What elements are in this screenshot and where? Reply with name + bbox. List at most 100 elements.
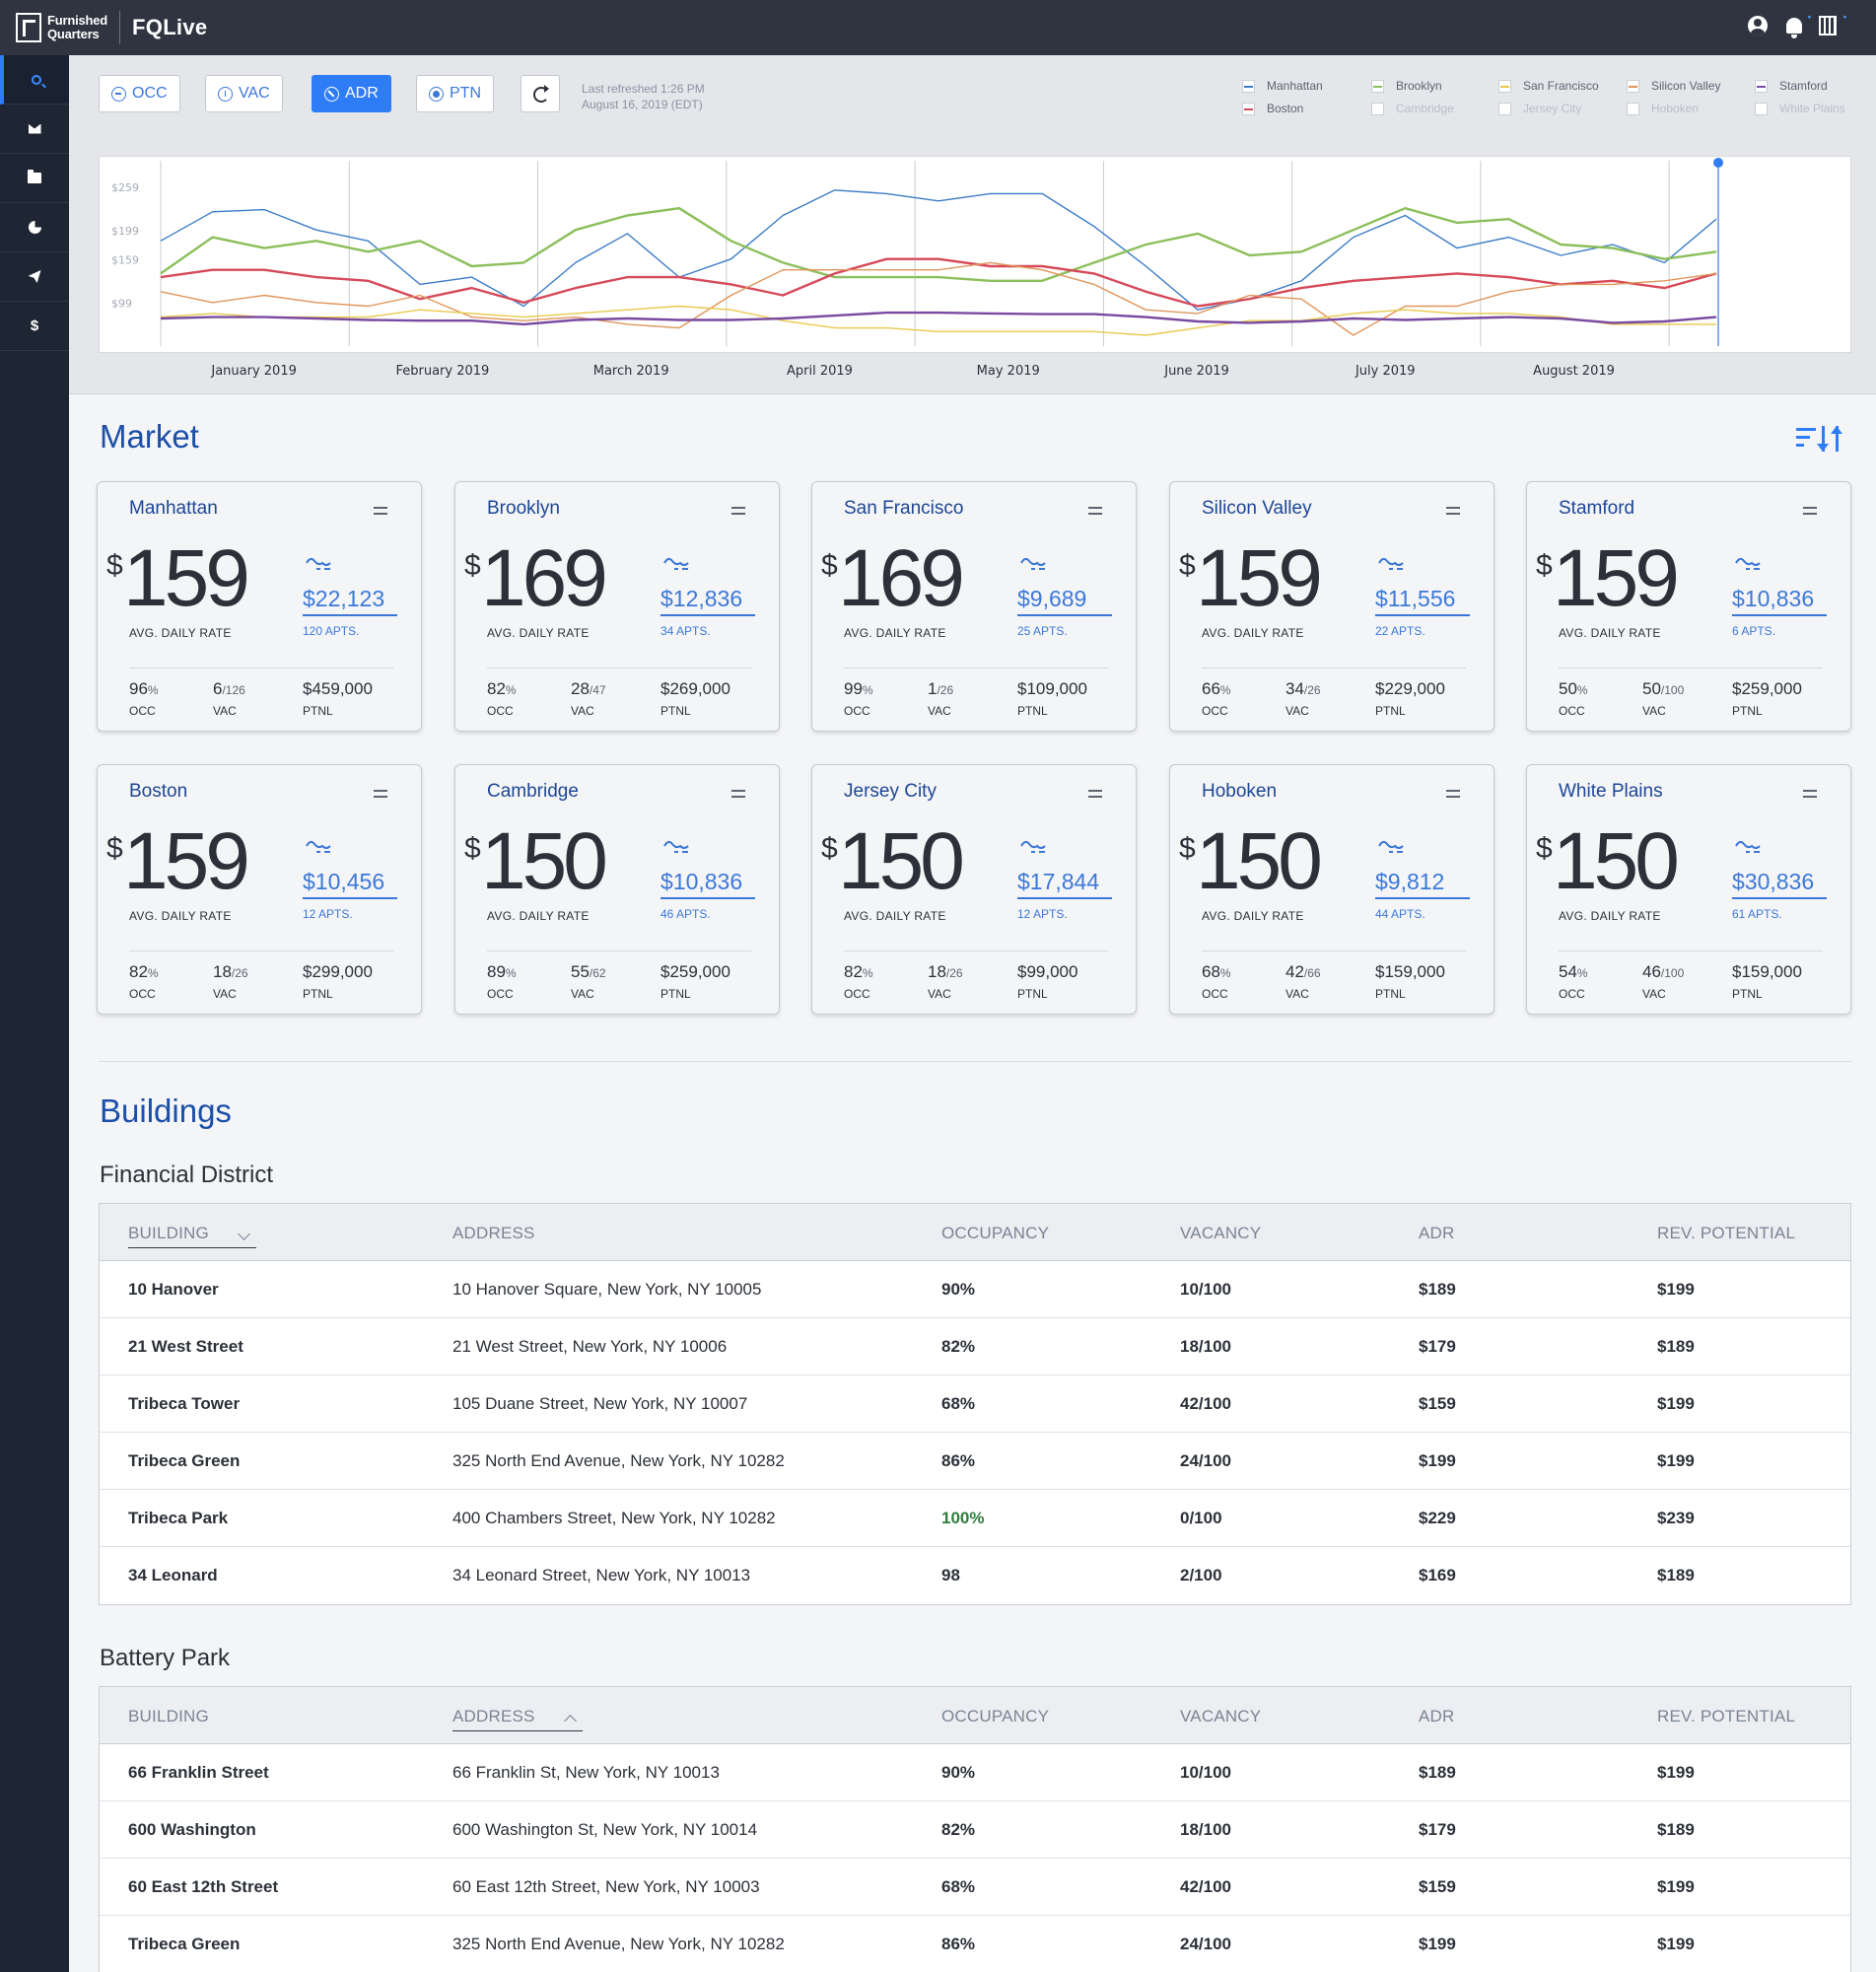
notifications-button[interactable]: • <box>1783 12 1811 38</box>
card-menu-icon[interactable] <box>1088 507 1102 515</box>
table-row[interactable]: Tribeca Green 325 North End Avenue, New Y… <box>100 1916 1850 1972</box>
apartment-count[interactable]: 44 APTS. <box>1375 907 1425 921</box>
legend-checkbox[interactable] <box>1242 80 1255 93</box>
apartment-count[interactable]: 120 APTS. <box>303 624 360 638</box>
market-card[interactable]: Brooklyn $169 AVG. DAILY RATE $12,836 34 APT… <box>454 481 780 732</box>
card-menu-icon[interactable] <box>1088 790 1102 798</box>
metric-toggle-adr[interactable]: ADR <box>312 75 391 112</box>
market-card[interactable]: Silicon Valley $159 AVG. DAILY RATE $11,556… <box>1169 481 1494 732</box>
apartment-count[interactable]: 12 APTS. <box>303 907 353 921</box>
account-button[interactable] <box>1748 16 1770 37</box>
column-header-address[interactable]: ADDRESS <box>452 1707 583 1731</box>
legend-item-san-francisco[interactable]: San Francisco <box>1498 75 1599 98</box>
legend-checkbox[interactable] <box>1498 80 1511 93</box>
card-menu-icon[interactable] <box>1803 790 1817 798</box>
card-menu-icon[interactable] <box>731 790 745 798</box>
sidebar-item-send[interactable] <box>0 252 69 302</box>
legend-checkbox[interactable] <box>1242 103 1255 115</box>
table-row[interactable]: Tribeca Park 400 Chambers Street, New Yor… <box>100 1490 1850 1547</box>
building-name[interactable]: Tribeca Green <box>128 1935 241 1953</box>
column-header-vacancy[interactable]: VACANCY <box>1180 1707 1262 1726</box>
legend-item-cambridge[interactable]: Cambridge <box>1371 98 1454 120</box>
metric-toggle-occ[interactable]: OCC <box>99 75 180 112</box>
table-row[interactable]: 66 Franklin Street 66 Franklin St, New Yo… <box>100 1744 1850 1801</box>
revenue-link[interactable]: $22,123 <box>303 586 397 616</box>
table-row[interactable]: 34 Leonard 34 Leonard Street, New York, N… <box>100 1547 1850 1604</box>
buildings-button[interactable]: • <box>1819 12 1846 37</box>
column-header-rev[interactable]: REV. POTENTIAL <box>1657 1707 1796 1726</box>
market-card[interactable]: Boston $159 AVG. DAILY RATE $10,456 12 APTS.… <box>97 764 422 1015</box>
table-row[interactable]: 21 West Street 21 West Street, New York, … <box>100 1318 1850 1375</box>
legend-checkbox[interactable] <box>1627 103 1639 115</box>
legend-item-brooklyn[interactable]: Brooklyn <box>1371 75 1454 98</box>
sort-filter-button[interactable] <box>1796 426 1843 452</box>
metric-toggle-vac[interactable]: VAC <box>205 75 283 112</box>
sidebar-item-files[interactable] <box>0 154 69 203</box>
legend-checkbox[interactable] <box>1498 103 1511 115</box>
legend-item-manhattan[interactable]: Manhattan <box>1242 75 1323 98</box>
building-name[interactable]: 34 Leonard <box>128 1566 218 1585</box>
column-header-occupancy[interactable]: OCCUPANCY <box>941 1707 1050 1726</box>
building-name[interactable]: 21 West Street <box>128 1337 243 1356</box>
legend-checkbox[interactable] <box>1755 80 1768 93</box>
legend-checkbox[interactable] <box>1627 80 1639 93</box>
apartment-count[interactable]: 12 APTS. <box>1017 907 1068 921</box>
apartment-count[interactable]: 46 APTS. <box>660 907 711 921</box>
building-name[interactable]: 66 Franklin Street <box>128 1763 269 1782</box>
building-name[interactable]: 60 East 12th Street <box>128 1877 279 1896</box>
revenue-link[interactable]: $30,836 <box>1732 869 1827 899</box>
market-card[interactable]: Jersey City $150 AVG. DAILY RATE $17,844 12 … <box>811 764 1137 1015</box>
market-card[interactable]: Cambridge $150 AVG. DAILY RATE $10,836 46 AP… <box>454 764 780 1015</box>
legend-item-hoboken[interactable]: Hoboken <box>1627 98 1720 120</box>
column-header-adr[interactable]: ADR <box>1419 1707 1455 1726</box>
table-row[interactable]: 60 East 12th Street 60 East 12th Street, … <box>100 1859 1850 1916</box>
table-row[interactable]: 10 Hanover 10 Hanover Square, New York, N… <box>100 1261 1850 1318</box>
apartment-count[interactable]: 25 APTS. <box>1017 624 1068 638</box>
building-name[interactable]: Tribeca Park <box>128 1509 229 1527</box>
apartment-count[interactable]: 6 APTS. <box>1732 624 1776 638</box>
column-header-adr[interactable]: ADR <box>1419 1224 1455 1242</box>
card-menu-icon[interactable] <box>374 790 387 798</box>
column-header-building[interactable]: BUILDING <box>128 1224 256 1248</box>
sidebar-item-billing[interactable]: $ <box>0 302 69 351</box>
legend-checkbox[interactable] <box>1371 103 1384 115</box>
revenue-link[interactable]: $12,836 <box>660 586 755 616</box>
legend-item-silicon-valley[interactable]: Silicon Valley <box>1627 75 1720 98</box>
revenue-link[interactable]: $17,844 <box>1017 869 1112 899</box>
building-name[interactable]: Tribeca Green <box>128 1451 241 1470</box>
column-header-rev[interactable]: REV. POTENTIAL <box>1657 1224 1796 1242</box>
card-menu-icon[interactable] <box>1803 507 1817 515</box>
market-card[interactable]: San Francisco $169 AVG. DAILY RATE $9,689 25… <box>811 481 1137 732</box>
revenue-link[interactable]: $10,836 <box>1732 586 1827 616</box>
column-header-occupancy[interactable]: OCCUPANCY <box>941 1224 1050 1242</box>
revenue-link[interactable]: $10,456 <box>303 869 397 899</box>
column-header-address[interactable]: ADDRESS <box>452 1224 535 1242</box>
revenue-link[interactable]: $9,812 <box>1375 869 1470 899</box>
refresh-button[interactable] <box>521 75 560 112</box>
market-card[interactable]: Manhattan $159 AVG. DAILY RATE $22,123 120 A… <box>97 481 422 732</box>
card-menu-icon[interactable] <box>731 507 745 515</box>
sidebar-item-messages[interactable] <box>0 105 69 154</box>
card-menu-icon[interactable] <box>1446 790 1460 798</box>
apartment-count[interactable]: 22 APTS. <box>1375 624 1425 638</box>
table-row[interactable]: Tribeca Tower 105 Duane Street, New York,… <box>100 1375 1850 1433</box>
building-name[interactable]: Tribeca Tower <box>128 1394 241 1413</box>
table-row[interactable]: Tribeca Green 325 North End Avenue, New Y… <box>100 1433 1850 1490</box>
legend-item-stamford[interactable]: Stamford <box>1755 75 1845 98</box>
column-header-vacancy[interactable]: VACANCY <box>1180 1224 1262 1242</box>
card-menu-icon[interactable] <box>374 507 387 515</box>
legend-checkbox[interactable] <box>1755 103 1768 115</box>
legend-item-jersey-city[interactable]: Jersey City <box>1498 98 1599 120</box>
metric-toggle-ptn[interactable]: PTN <box>416 75 494 112</box>
market-card[interactable]: White Plains $150 AVG. DAILY RATE $30,836 61… <box>1526 764 1851 1015</box>
table-row[interactable]: 600 Washington 600 Washington St, New Yor… <box>100 1801 1850 1859</box>
revenue-link[interactable]: $10,836 <box>660 869 755 899</box>
apartment-count[interactable]: 34 APTS. <box>660 624 711 638</box>
market-card[interactable]: Hoboken $150 AVG. DAILY RATE $9,812 44 APTS.… <box>1169 764 1494 1015</box>
revenue-link[interactable]: $9,689 <box>1017 586 1112 616</box>
column-header-building[interactable]: BUILDING <box>128 1707 209 1726</box>
apartment-count[interactable]: 61 APTS. <box>1732 907 1782 921</box>
legend-item-white-plains[interactable]: White Plains <box>1755 98 1845 120</box>
building-name[interactable]: 600 Washington <box>128 1820 256 1839</box>
market-card[interactable]: Stamford $159 AVG. DAILY RATE $10,836 6 APTS… <box>1526 481 1851 732</box>
